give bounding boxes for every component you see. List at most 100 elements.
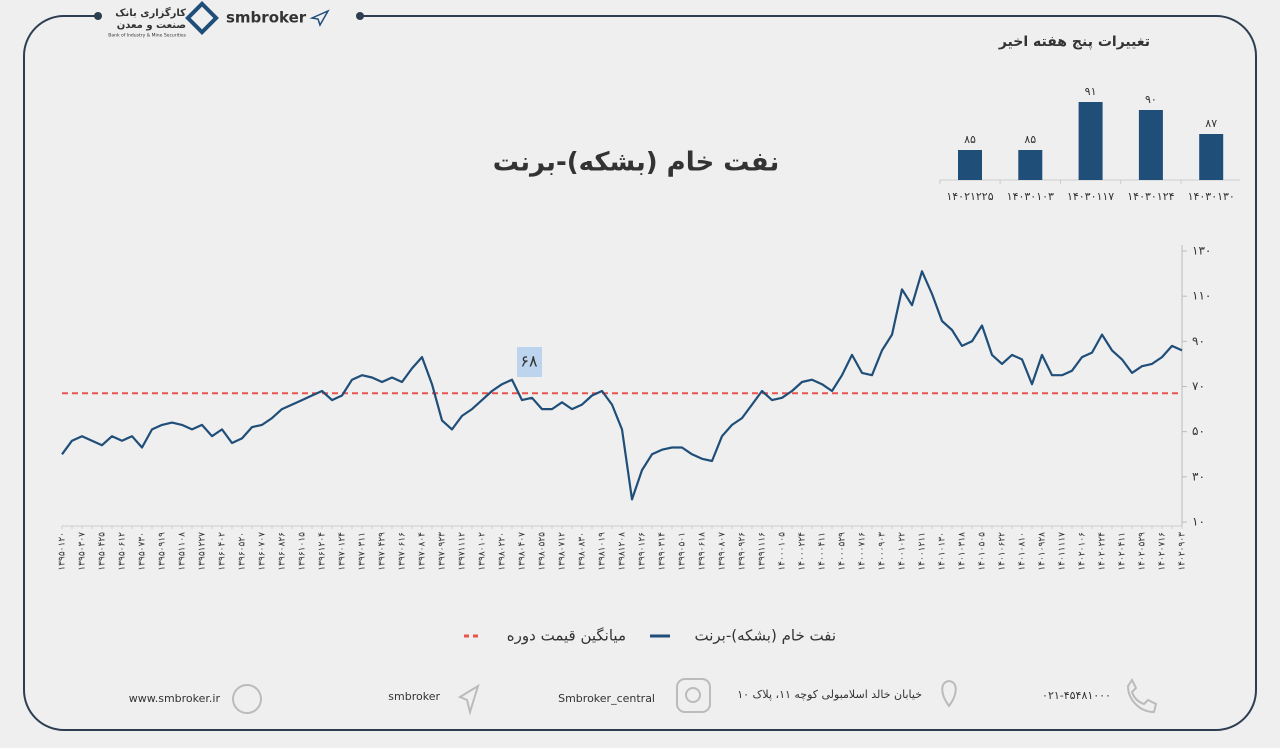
bar-label: ۸۵ <box>964 133 976 146</box>
x-tick-label: ۱۴۰۰۰۷۱۶ <box>858 532 868 571</box>
x-tick-label: ۱۳۹۷۱۱۱۲ <box>458 532 468 571</box>
logo-mark <box>185 1 219 35</box>
x-tick-label: ۱۳۹۵۰۶۱۲ <box>118 532 128 571</box>
x-tick-label: ۱۴۰۲۰۵۲۹ <box>1138 532 1148 571</box>
y-tick-label: ۹۰ <box>1192 334 1205 348</box>
x-tick-label: ۱۳۹۷۰۴۲۹ <box>378 532 388 571</box>
x-tick-label: ۱۴۰۱۱۱۱۷ <box>1058 532 1068 571</box>
x-tick-label: ۱۳۹۶۱۲۰۴ <box>318 532 328 571</box>
bar <box>1199 134 1224 180</box>
brand: smbroker <box>226 9 307 27</box>
plane-icon <box>309 9 330 27</box>
x-tick-label: ۱۳۹۸۰۷۱۲ <box>558 532 568 571</box>
x-tick-label: ۱۳۹۸۰۲۲۰ <box>498 532 508 571</box>
inset-title: تغییرات پنج هفته اخیر <box>998 34 1150 50</box>
x-tick-label: ۱۳۹۹۱۱۱۶ <box>758 532 768 571</box>
footer: www.smbroker.ir smbroker Smbroker_centra… <box>129 678 1158 716</box>
chart-title: نفت خام (بشکه)-برنت <box>493 148 780 178</box>
annotation: ۶۸ <box>520 352 538 371</box>
x-tick-label: ۱۴۰۲۰۹۰۳ <box>1178 532 1188 571</box>
y-tick-label: ۱۱۰ <box>1192 289 1211 303</box>
x-tick-label: ۱۳۹۶۰۵۲۰ <box>238 532 248 571</box>
y-tick-label: ۳۰ <box>1192 469 1205 483</box>
x-tick-label: ۱۳۹۷۰۱۲۴ <box>338 532 348 571</box>
x-tick-label: ۱۳۹۶۰۴۰۲ <box>218 532 228 571</box>
x-tick-label: ۱۴۰۱۰۳۱۸ <box>958 532 968 571</box>
x-tick-label: ۱۳۹۵۰۷۳۰ <box>138 532 148 571</box>
x-tick-label: ۱۳۹۵۰۹۱۹ <box>158 532 168 571</box>
x-tick-label: ۱۴۰۳۰۱۳۰ <box>1188 190 1235 203</box>
telegram: smbroker <box>388 690 440 703</box>
x-tick-label: ۱۳۹۸۰۱۰۲ <box>478 532 488 571</box>
x-tick-label: ۱۴۰۱۰۸۱۰ <box>1018 532 1028 571</box>
x-tick-label: ۱۴۰۱۰۶۲۲ <box>998 532 1008 571</box>
x-tick-label: ۱۴۰۲۰۱۰۶ <box>1078 532 1088 571</box>
y-tick-label: ۵۰ <box>1192 424 1205 438</box>
instagram: Smbroker_central <box>558 692 655 705</box>
x-tick-label: ۱۴۰۲۰۴۱۱ <box>1118 532 1128 571</box>
phone-icon <box>1126 678 1158 714</box>
y-tick-label: ۱۰ <box>1192 515 1205 529</box>
website: www.smbroker.ir <box>129 692 221 705</box>
x-tick-label: ۱۳۹۹۰۳۱۴ <box>658 532 668 571</box>
x-tick-label: ۱۴۰۳۰۱۱۷ <box>1067 190 1114 203</box>
logo-line: صنعت و معدن <box>117 20 186 31</box>
x-tick-label: ۱۳۹۶۰۸۲۶ <box>278 532 288 571</box>
x-tick-label: ۱۴۰۰۱۲۱۱ <box>918 532 928 571</box>
logo: smbroker کارگزاری بانک صنعت و معدن Bank … <box>108 1 330 39</box>
x-tick-label: ۱۴۰۰۰۲۲۴ <box>798 532 808 571</box>
frame-dot <box>94 12 102 20</box>
x-tick-label: ۱۳۹۵۱۲۲۷ <box>198 532 208 571</box>
bar <box>958 150 982 180</box>
x-tick-label: ۱۳۹۸۰۸۳۰ <box>578 532 588 571</box>
x-tick-label: ۱۳۹۶۰۷۰۷ <box>258 532 268 571</box>
x-tick-label: ۱۳۹۵۰۳۰۷ <box>78 532 88 571</box>
x-tick-label: ۱۳۹۷۰۳۱۱ <box>358 532 368 571</box>
bar-label: ۸۷ <box>1205 117 1217 130</box>
x-tick-label: ۱۳۹۸۰۵۲۵ <box>538 532 548 571</box>
x-tick-label: ۱۳۹۷۰۹۲۳ <box>438 532 448 571</box>
phone: ۰۲۱-۴۵۴۸۱۰۰۰ <box>1042 689 1111 702</box>
x-tick-label: ۱۴۰۱۰۵۰۵ <box>978 532 988 571</box>
y-tick-label: ۷۰ <box>1192 379 1205 393</box>
bar <box>1078 102 1103 180</box>
x-tick-label: ۱۳۹۵۰۱۲۰ <box>58 532 68 571</box>
address: خیابان خالد اسلامبولی کوچه ۱۱، پلاک ۱۰ <box>737 688 922 701</box>
x-tick-label: ۱۴۰۰۰۹۰۳ <box>878 532 888 571</box>
annotation-box <box>517 347 542 377</box>
frame <box>23 15 1257 731</box>
x-tick-label: ۱۳۹۸۰۴۰۷ <box>518 532 528 571</box>
legend-label: نفت خام (بشکه)-برنت <box>694 627 836 645</box>
instagram-icon <box>676 678 711 713</box>
bar-label: ۸۵ <box>1024 133 1036 146</box>
x-tick-label: ۱۳۹۹۰۶۱۸ <box>698 532 708 571</box>
x-tick-label: ۱۳۹۷۰۸۰۴ <box>418 532 428 571</box>
x-tick-label: ۱۳۹۹۰۸۰۷ <box>718 532 728 571</box>
bar <box>1138 110 1163 180</box>
legend-label: میانگین قیمت دوره <box>507 627 626 645</box>
x-tick-label: ۱۳۹۵۱۱۰۸ <box>178 532 188 571</box>
x-tick-label: ۱۳۹۵۰۴۲۵ <box>98 532 108 571</box>
x-tick-label: ۱۳۹۸۱۰۱۹ <box>598 532 608 571</box>
x-tick-label: ۱۴۰۲۰۷۱۶ <box>1158 532 1168 571</box>
x-tick-label: ۱۴۰۳۰۱۰۳ <box>1007 190 1054 203</box>
bar <box>1018 150 1043 180</box>
logo-sub: Bank of Industry & Mine Securities <box>108 33 186 39</box>
x-tick-label: ۱۴۰۰۰۱۰۵ <box>778 532 788 571</box>
bar-label: ۹۱ <box>1085 85 1097 98</box>
x-tick-label: ۱۳۹۹۰۹۲۶ <box>738 532 748 571</box>
x-tick-label: ۱۴۰۰۱۰۲۲ <box>898 532 908 571</box>
x-tick-label: ۱۴۰۲۰۲۲۴ <box>1098 532 1108 571</box>
globe-icon <box>232 684 262 714</box>
x-tick-label: ۱۴۰۱۰۱۳۰ <box>938 532 948 571</box>
location-icon <box>941 679 957 708</box>
x-tick-label: ۱۳۹۹۰۱۲۶ <box>638 532 648 571</box>
instagram-icon <box>685 687 701 703</box>
logo-line: کارگزاری بانک <box>115 6 186 19</box>
frame-dot <box>356 12 364 20</box>
x-tick-label: ۱۴۰۲۱۲۲۵ <box>946 190 993 203</box>
telegram-icon <box>457 683 480 716</box>
x-tick-label: ۱۴۰۳۰۱۲۴ <box>1127 190 1174 203</box>
x-tick-label: ۱۴۰۱۰۹۲۸ <box>1038 532 1048 571</box>
